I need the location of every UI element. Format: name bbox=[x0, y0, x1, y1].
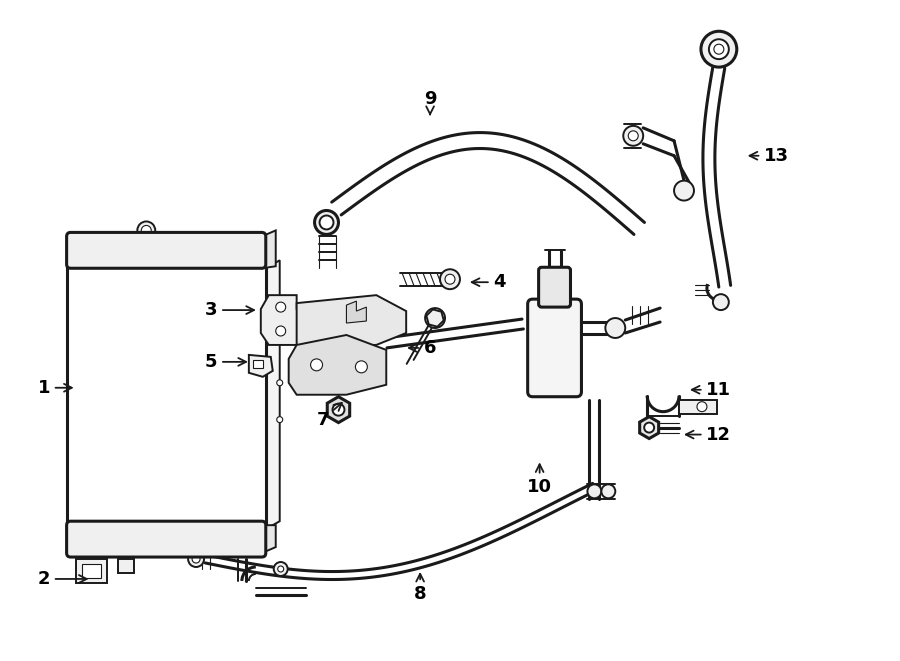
Text: 11: 11 bbox=[692, 381, 732, 399]
FancyBboxPatch shape bbox=[67, 521, 266, 557]
Text: 2: 2 bbox=[38, 570, 86, 588]
Circle shape bbox=[644, 422, 654, 432]
Polygon shape bbox=[262, 231, 275, 268]
Circle shape bbox=[192, 555, 200, 563]
Polygon shape bbox=[679, 400, 717, 414]
Circle shape bbox=[425, 308, 445, 328]
FancyBboxPatch shape bbox=[67, 233, 266, 268]
Polygon shape bbox=[266, 260, 280, 529]
Text: 9: 9 bbox=[424, 90, 436, 114]
Circle shape bbox=[601, 485, 616, 498]
Circle shape bbox=[674, 180, 694, 200]
Bar bbox=[253, 360, 263, 368]
Circle shape bbox=[697, 402, 706, 412]
Circle shape bbox=[320, 215, 334, 229]
Text: 12: 12 bbox=[686, 426, 732, 444]
Text: 6: 6 bbox=[409, 339, 436, 357]
Circle shape bbox=[356, 361, 367, 373]
Circle shape bbox=[332, 404, 345, 416]
Bar bbox=[119, 559, 134, 573]
Polygon shape bbox=[328, 397, 350, 422]
Polygon shape bbox=[640, 416, 659, 438]
Circle shape bbox=[624, 126, 644, 146]
Polygon shape bbox=[262, 525, 275, 553]
Text: 3: 3 bbox=[205, 301, 254, 319]
Bar bbox=[82, 564, 102, 578]
Polygon shape bbox=[427, 309, 444, 327]
Circle shape bbox=[315, 210, 338, 235]
Polygon shape bbox=[346, 301, 366, 323]
Circle shape bbox=[278, 566, 284, 572]
Polygon shape bbox=[261, 295, 307, 345]
Circle shape bbox=[274, 562, 288, 576]
Circle shape bbox=[714, 44, 724, 54]
Circle shape bbox=[588, 485, 601, 498]
Circle shape bbox=[709, 39, 729, 59]
Circle shape bbox=[713, 294, 729, 310]
FancyBboxPatch shape bbox=[527, 299, 581, 397]
Text: 10: 10 bbox=[527, 464, 552, 496]
Text: 5: 5 bbox=[205, 353, 246, 371]
Circle shape bbox=[141, 225, 151, 235]
Circle shape bbox=[628, 131, 638, 141]
Text: 4: 4 bbox=[472, 273, 506, 292]
Circle shape bbox=[701, 31, 737, 67]
Circle shape bbox=[275, 302, 285, 312]
Circle shape bbox=[440, 269, 460, 289]
Text: 7: 7 bbox=[316, 403, 342, 428]
Bar bbox=[76, 559, 107, 583]
Circle shape bbox=[276, 416, 283, 422]
Circle shape bbox=[445, 274, 455, 284]
Text: 1: 1 bbox=[38, 379, 72, 397]
Polygon shape bbox=[297, 295, 406, 358]
Circle shape bbox=[276, 380, 283, 386]
Polygon shape bbox=[248, 355, 273, 377]
Circle shape bbox=[275, 326, 285, 336]
Circle shape bbox=[138, 221, 155, 239]
FancyBboxPatch shape bbox=[538, 267, 571, 307]
Bar bbox=[67, 260, 266, 529]
Text: 13: 13 bbox=[750, 147, 789, 165]
Circle shape bbox=[606, 318, 626, 338]
Text: 8: 8 bbox=[414, 574, 427, 603]
Polygon shape bbox=[289, 335, 386, 395]
Circle shape bbox=[310, 359, 322, 371]
Circle shape bbox=[188, 551, 204, 567]
